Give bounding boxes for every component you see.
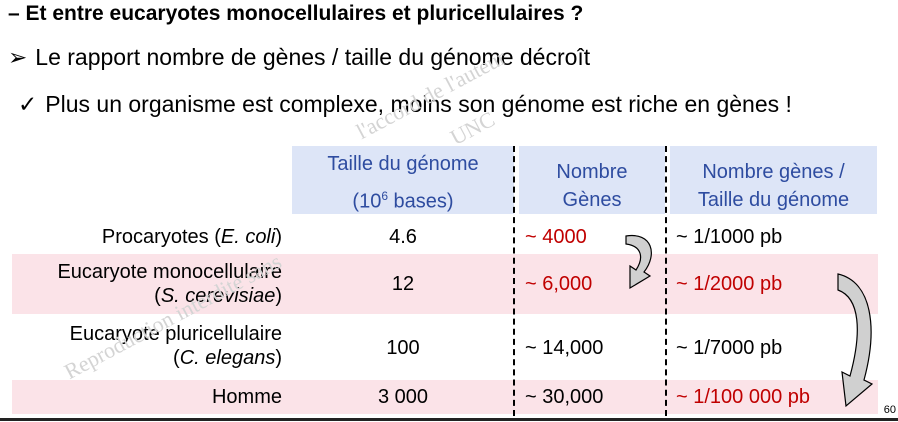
slide-title: – Et entre eucaryotes monocellulaires et…	[8, 2, 584, 25]
row-human-ratio: ~ 1/100 000 pb	[676, 386, 811, 408]
row-elegans-ratio: ~ 1/7000 pb	[676, 337, 783, 359]
row-ecoli-size: 4.6	[389, 226, 417, 248]
page-number: 60	[883, 404, 896, 416]
arrow-bullet-icon: ➢	[8, 44, 28, 70]
curved-arrow-large-icon	[837, 273, 874, 408]
row-human-bg	[12, 380, 878, 414]
bottom-rule	[0, 418, 898, 421]
curved-arrow-small-icon	[625, 234, 652, 290]
row-yeast-organism: Eucaryote monocellulaire (S. cerevisiae)	[57, 261, 282, 307]
header-genome-size: Taille du génome (106 bases)	[292, 146, 514, 214]
header-gene-ratio: Nombre gènes / Taille du génome	[670, 146, 877, 214]
row-human-genes: ~ 30,000	[525, 386, 604, 408]
bullet-1: ➢ Le rapport nombre de gènes / taille du …	[8, 44, 590, 71]
row-human-organism: Homme	[211, 386, 282, 408]
header-gene-count: Nombre Gènes	[519, 146, 665, 214]
bullet-2-text: Plus un organisme est complexe, moins so…	[45, 91, 792, 117]
checkmark-bullet-icon: ✓	[18, 91, 38, 117]
row-elegans-genes: ~ 14,000	[525, 337, 604, 359]
row-human-size: 3 000	[377, 386, 429, 408]
column-divider-2	[665, 146, 667, 416]
column-divider-1	[513, 146, 515, 416]
row-ecoli-organism: Procaryotes (E. coli)	[101, 226, 282, 248]
bullet-2: ✓ Plus un organisme est complexe, moins s…	[18, 91, 792, 118]
bullet-1-text: Le rapport nombre de gènes / taille du g…	[35, 44, 591, 70]
header-genome-size-line1: Taille du génome	[327, 153, 479, 175]
row-ecoli-ratio: ~ 1/1000 pb	[676, 226, 783, 248]
row-yeast-bg	[12, 254, 878, 314]
row-elegans-size: 100	[386, 337, 420, 359]
header-genome-size-line2: (106 bases)	[352, 189, 454, 213]
row-yeast-size: 12	[391, 273, 415, 295]
row-yeast-genes: ~ 6,000	[525, 273, 593, 295]
row-elegans-organism: Eucaryote pluricellulaire (C. elegans)	[69, 323, 282, 369]
row-yeast-ratio: ~ 1/2000 pb	[676, 273, 783, 295]
row-ecoli-genes: ~ 4000	[525, 226, 587, 248]
